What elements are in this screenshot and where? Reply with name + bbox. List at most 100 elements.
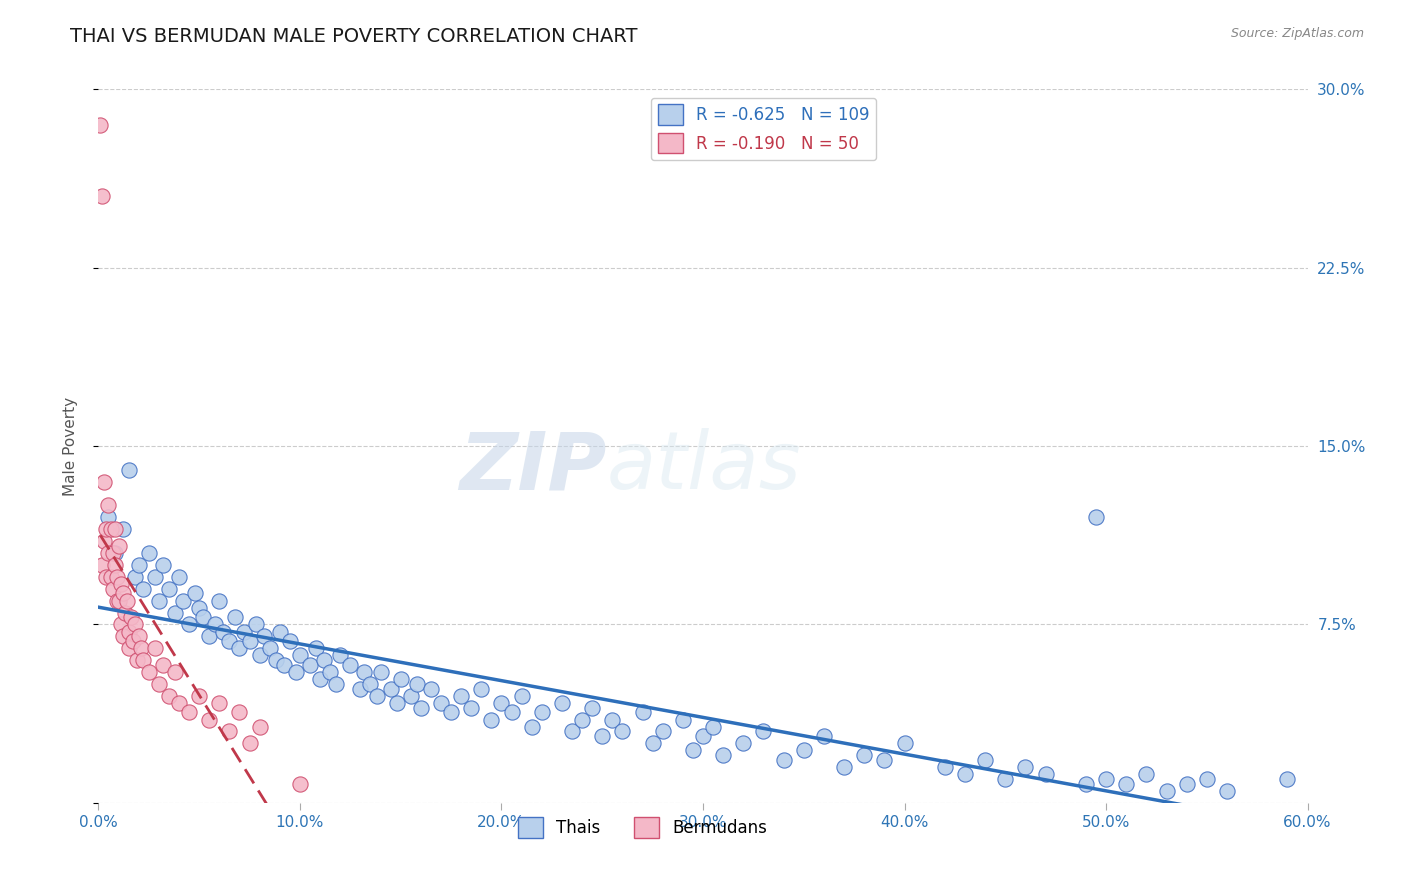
Point [97, 499, 120, 513]
Point [641, 736, 664, 750]
Point [245, 617, 267, 632]
Point [520, 720, 543, 734]
Point [264, 653, 287, 667]
Point [612, 724, 634, 739]
Point [305, 641, 328, 656]
Point [239, 736, 262, 750]
Point [110, 617, 132, 632]
Point [118, 641, 141, 656]
Point [273, 657, 295, 672]
Point [481, 713, 503, 727]
Point [551, 696, 574, 710]
Point [299, 657, 322, 672]
Point [198, 629, 221, 643]
Point [571, 713, 593, 727]
Point [129, 641, 152, 656]
Point [430, 696, 453, 710]
Point [96, 522, 118, 536]
Point [188, 600, 211, 615]
Point [93, 534, 115, 549]
Point [163, 665, 186, 679]
Point [288, 648, 311, 663]
Point [491, 696, 513, 710]
Point [1095, 772, 1118, 786]
Point [111, 586, 134, 600]
Point [138, 665, 160, 679]
Point [105, 593, 128, 607]
Point [124, 570, 146, 584]
Point [1085, 510, 1108, 524]
Point [249, 648, 271, 663]
Point [682, 743, 704, 757]
Text: atlas: atlas [606, 428, 801, 507]
Point [91, 558, 114, 572]
Point [360, 677, 382, 691]
Point [269, 624, 291, 639]
Point [339, 657, 361, 672]
Point [399, 689, 422, 703]
Point [651, 724, 673, 739]
Point [420, 681, 443, 696]
Point [218, 634, 240, 648]
Point [1216, 784, 1239, 798]
Point [239, 634, 262, 648]
Point [366, 689, 388, 703]
Point [193, 610, 215, 624]
Point [325, 677, 347, 691]
Point [702, 720, 724, 734]
Point [733, 736, 755, 750]
Point [228, 706, 250, 720]
Point [111, 629, 134, 643]
Point [832, 760, 855, 774]
Point [163, 606, 186, 620]
Point [692, 729, 714, 743]
Point [349, 681, 371, 696]
Point [212, 624, 235, 639]
Point [124, 617, 146, 632]
Point [114, 606, 136, 620]
Point [450, 689, 472, 703]
Point [1115, 777, 1137, 791]
Point [278, 634, 301, 648]
Point [353, 665, 375, 679]
Point [157, 582, 180, 596]
Point [118, 463, 141, 477]
Point [460, 700, 482, 714]
Point [132, 653, 155, 667]
Point [143, 570, 166, 584]
Point [385, 696, 408, 710]
Point [118, 624, 141, 639]
Point [143, 641, 166, 656]
Point [1135, 767, 1157, 781]
Point [1035, 767, 1057, 781]
Point [284, 665, 307, 679]
Point [218, 724, 240, 739]
Point [409, 700, 432, 714]
Text: ZIP: ZIP [458, 428, 606, 507]
Point [253, 629, 276, 643]
Point [97, 510, 120, 524]
Point [953, 767, 976, 781]
Point [115, 593, 138, 607]
Point [581, 700, 603, 714]
Point [224, 610, 246, 624]
Point [752, 724, 775, 739]
Point [380, 681, 402, 696]
Point [152, 657, 174, 672]
Point [148, 677, 170, 691]
Point [125, 653, 148, 667]
Point [132, 582, 155, 596]
Text: THAI VS BERMUDAN MALE POVERTY CORRELATION CHART: THAI VS BERMUDAN MALE POVERTY CORRELATIO… [70, 27, 638, 45]
Point [101, 582, 124, 596]
Point [893, 736, 915, 750]
Point [1074, 777, 1097, 791]
Point [249, 720, 271, 734]
Point [167, 570, 190, 584]
Point [405, 677, 427, 691]
Point [97, 546, 120, 560]
Point [172, 593, 194, 607]
Point [561, 724, 583, 739]
Point [91, 189, 114, 203]
Point [103, 558, 125, 572]
Point [111, 522, 134, 536]
